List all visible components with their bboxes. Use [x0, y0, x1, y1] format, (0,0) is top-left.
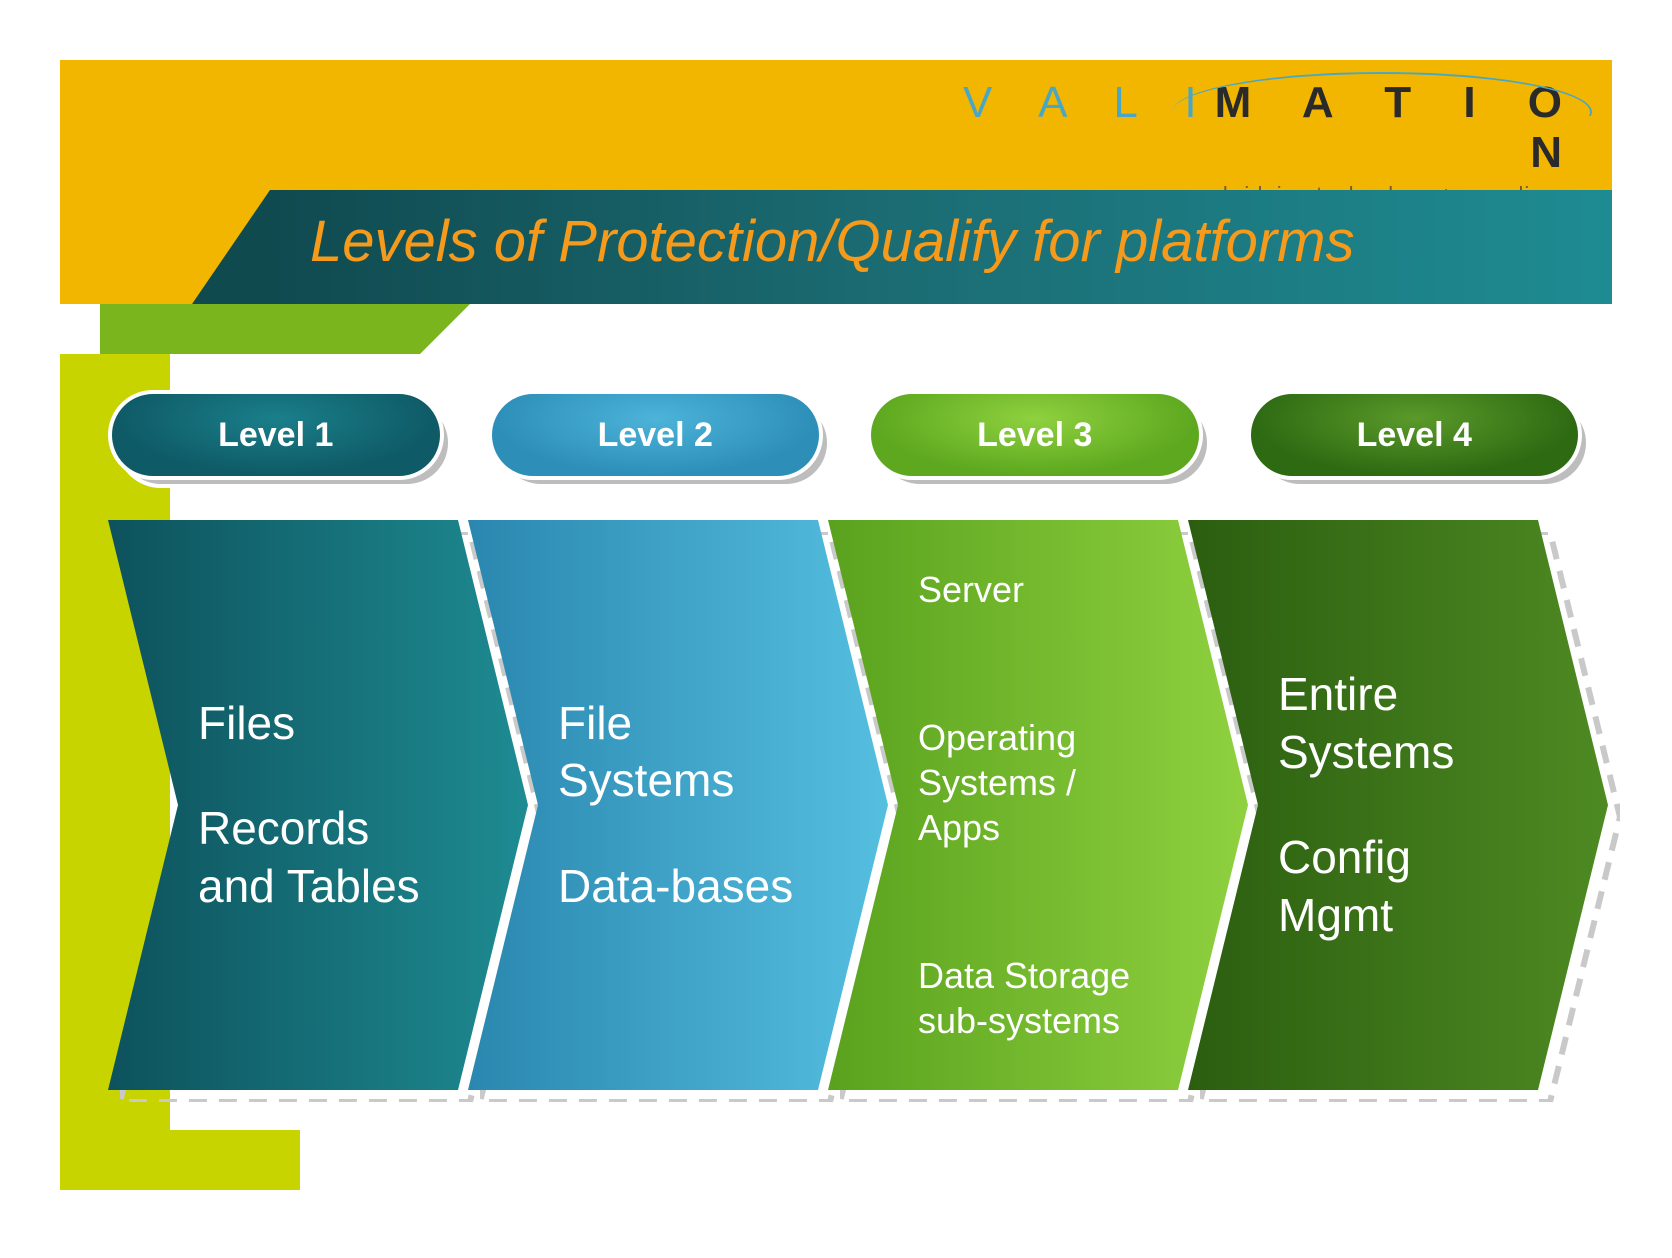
level-pills-row: Level 1 Level 2 Level 3 Level 4	[108, 390, 1582, 480]
pill-label: Level 1	[218, 416, 333, 455]
chevron-item: Files	[198, 695, 438, 753]
level-pill-1: Level 1	[108, 390, 444, 480]
title-bar-triangle	[192, 190, 270, 304]
logo-thin-text: V A L I	[963, 78, 1215, 127]
chevron-content: Server Operating Systems / Apps Data Stora…	[918, 530, 1158, 1080]
chevron-item: Entire Systems	[1278, 666, 1518, 781]
side-accent-footer	[60, 1130, 300, 1190]
chevron-content: Entire Systems Config Mgmt	[1278, 550, 1518, 1060]
green-accent-strip	[100, 304, 420, 354]
chevron-item: File Systems	[558, 695, 798, 810]
title-bar: Levels of Protection/Qualify for platfor…	[270, 190, 1612, 304]
level-chevron-4: Entire Systems Config Mgmt	[1188, 520, 1672, 1090]
chevron-item: Records and Tables	[198, 800, 438, 915]
pill-body: Level 4	[1247, 390, 1583, 480]
pill-body: Level 2	[488, 390, 824, 480]
chevron-item: Operating Systems / Apps	[918, 715, 1158, 850]
slide: V A L IM A T I O N bridging technology +…	[60, 60, 1612, 1198]
level-chevrons-row: Files Records and Tables File Systems Data-…	[108, 510, 1582, 1110]
chevron-item: Server	[918, 567, 1158, 612]
chevron-content: Files Records and Tables	[198, 550, 438, 1060]
pill-body: Level 1	[108, 390, 444, 480]
company-logo: V A L IM A T I O N bridging technology +…	[922, 78, 1582, 188]
level-pill-2: Level 2	[488, 390, 824, 480]
pill-label: Level 3	[977, 416, 1092, 455]
pill-label: Level 2	[598, 416, 713, 455]
slide-title: Levels of Protection/Qualify for platfor…	[310, 208, 1354, 275]
chevron-content: File Systems Data-bases	[558, 550, 798, 1060]
level-pill-3: Level 3	[867, 390, 1203, 480]
pill-body: Level 3	[867, 390, 1203, 480]
logo-bold-text: M A T I O N	[1215, 78, 1582, 177]
chevron-item: Data Storage sub-systems	[918, 953, 1158, 1043]
pill-label: Level 4	[1357, 416, 1472, 455]
level-pill-4: Level 4	[1247, 390, 1583, 480]
logo-wordmark: V A L IM A T I O N	[922, 78, 1582, 178]
chevron-item: Config Mgmt	[1278, 829, 1518, 944]
chevron-item: Data-bases	[558, 858, 798, 916]
